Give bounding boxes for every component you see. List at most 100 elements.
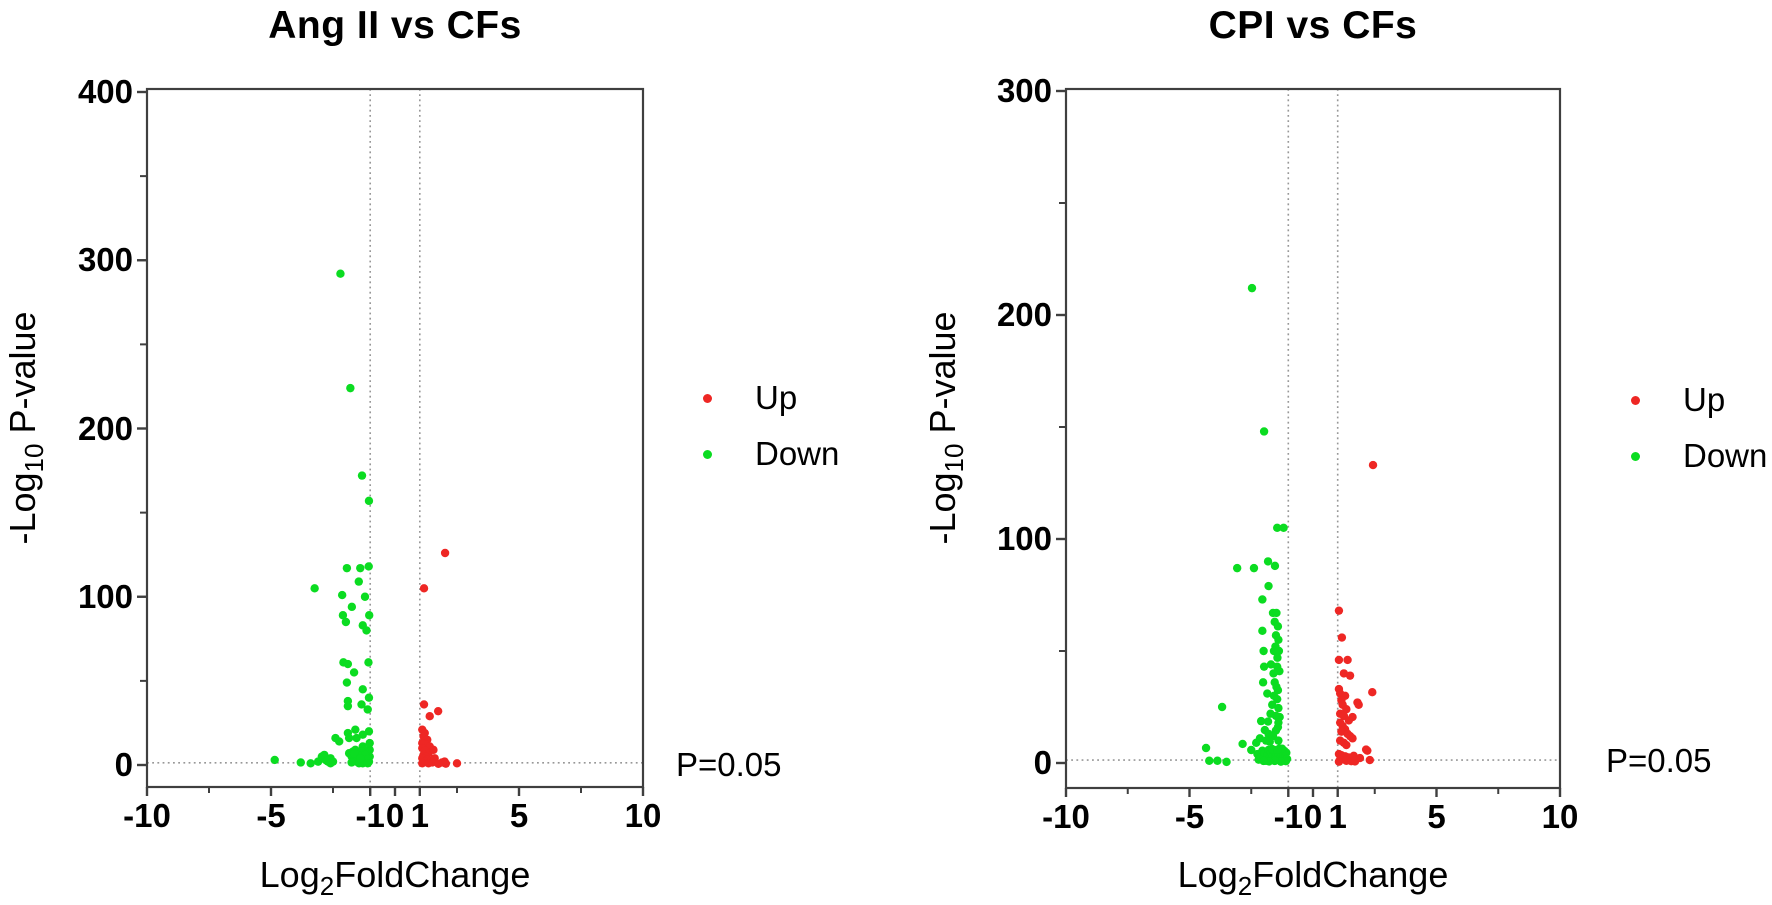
y-axis-title-suffix: P-value — [2, 311, 43, 444]
down-marker-icon — [703, 449, 712, 459]
x-tick-label: -10 — [1042, 798, 1090, 835]
y-axis-title: -Log10 P-value — [922, 311, 970, 544]
scatter-point-down — [337, 590, 347, 600]
scatter-point-down — [1274, 646, 1284, 656]
legend-entry-down: Down — [703, 426, 839, 482]
legend: Up Down — [703, 370, 839, 482]
y-axis-title-suffix: P-value — [922, 311, 963, 444]
legend-entry-down: Down — [1631, 428, 1767, 484]
scatter-point-down — [1272, 745, 1282, 754]
scatter-point-up — [1343, 655, 1352, 665]
scatter-point-down — [341, 617, 351, 627]
y-tick-label: 0 — [1033, 744, 1052, 781]
x-tick-label: 10 — [624, 797, 662, 834]
scatter-point-up — [425, 712, 434, 721]
scatter-point-down — [1256, 716, 1266, 726]
legend-label-down: Down — [1683, 437, 1768, 474]
plot-title-angii: Ang II vs CFs — [268, 4, 522, 47]
x-tick-label: -10 — [123, 797, 171, 834]
scatter-point-down — [349, 749, 359, 758]
scatter-point-down — [342, 678, 352, 687]
scatter-point-down — [336, 269, 345, 278]
scatter-point-down — [364, 693, 374, 702]
scatter-point-down — [1276, 757, 1286, 766]
scatter-point-down — [310, 584, 319, 593]
scatter-point-up — [419, 700, 429, 709]
legend-entry-up: Up — [703, 370, 839, 426]
scatter-point-down — [1222, 757, 1231, 767]
scatter-point-down — [1263, 717, 1273, 726]
scatter-point-down — [1263, 557, 1273, 566]
scatter-point-down — [1274, 703, 1283, 713]
scatter-point-up — [418, 759, 427, 768]
scatter-point-down — [364, 658, 373, 667]
scatter-point-down — [1258, 595, 1267, 604]
scatter-point-down — [1272, 523, 1282, 532]
scatter-point-down — [358, 685, 367, 694]
scatter-point-up — [440, 548, 450, 558]
scatter-point-up — [1348, 734, 1357, 743]
scatter-point-down — [356, 754, 365, 763]
scatter-point-up — [1365, 755, 1375, 765]
scatter-point-down — [1265, 737, 1274, 746]
y-axis-title-prefix: -Log — [2, 472, 43, 545]
y-axis-title-subscript: 10 — [19, 443, 49, 473]
scatter-point-down — [1273, 622, 1283, 631]
scatter-point-down — [1274, 736, 1283, 745]
y-tick-label: 200 — [996, 296, 1052, 333]
scatter-point-down — [306, 759, 315, 768]
scatter-point-up — [1334, 757, 1344, 766]
legend-label-up: Up — [755, 379, 798, 416]
x-tick-label: 10 — [1541, 798, 1579, 835]
scatter-point-down — [326, 759, 335, 768]
scatter-point-down — [1249, 563, 1259, 573]
scatter-point-up — [1345, 671, 1355, 680]
scatter-point-up — [1349, 751, 1358, 761]
scatter-point-down — [352, 733, 361, 743]
up-marker-icon — [1631, 395, 1640, 405]
scatter-point-up — [1354, 700, 1363, 709]
x-axis-title-suffix: FoldChange — [334, 854, 531, 895]
scatter-point-down — [358, 730, 367, 739]
scatter-point-down — [1258, 678, 1268, 687]
x-axis-title-subscript: 2 — [319, 871, 335, 901]
scatter-point-down — [1268, 700, 1277, 709]
scatter-point-up — [1334, 606, 1344, 615]
x-tick-label: 1 — [1328, 798, 1347, 835]
x-axis-title-suffix: FoldChange — [1252, 854, 1449, 895]
scatter-point-down — [1263, 689, 1272, 698]
scatter-point-up — [429, 745, 438, 755]
scatter-point-down — [1213, 756, 1222, 765]
y-tick-label: 100 — [77, 577, 133, 615]
scatter-point-down — [349, 668, 359, 677]
scatter-point-down — [354, 577, 363, 586]
scatter-point-down — [342, 563, 352, 573]
x-tick-label: -1 — [355, 797, 385, 834]
x-axis-title-prefix: Log — [259, 854, 320, 895]
legend-entry-up: Up — [1631, 372, 1767, 428]
x-tick-label: 1 — [410, 797, 429, 834]
x-axis-title: Log2FoldChange — [1178, 854, 1449, 902]
scatter-point-up — [424, 759, 433, 768]
x-tick-label: -1 — [1273, 798, 1303, 835]
scatter-point-down — [1217, 702, 1227, 712]
x-tick-label: -5 — [256, 797, 286, 834]
scatter-point-down — [1273, 653, 1282, 662]
scatter-point-down — [1258, 626, 1267, 636]
p-threshold-annotation: P=0.05 — [676, 746, 782, 783]
scatter-point-down — [296, 758, 305, 767]
up-marker-icon — [703, 393, 712, 403]
scatter-point-down — [363, 759, 372, 768]
scatter-point-down — [365, 611, 374, 620]
scatter-point-down — [360, 592, 370, 601]
scatter-point-down — [1264, 581, 1273, 591]
scatter-point-down — [1247, 283, 1257, 293]
scatter-point-down — [351, 725, 360, 734]
scatter-point-up — [1337, 633, 1347, 642]
scatter-point-down — [1238, 739, 1247, 749]
x-axis-title-subscript: 2 — [1237, 871, 1253, 901]
x-tick-label: 0 — [385, 797, 405, 834]
y-tick-label: 0 — [114, 746, 133, 783]
scatter-point-up — [1368, 460, 1378, 470]
